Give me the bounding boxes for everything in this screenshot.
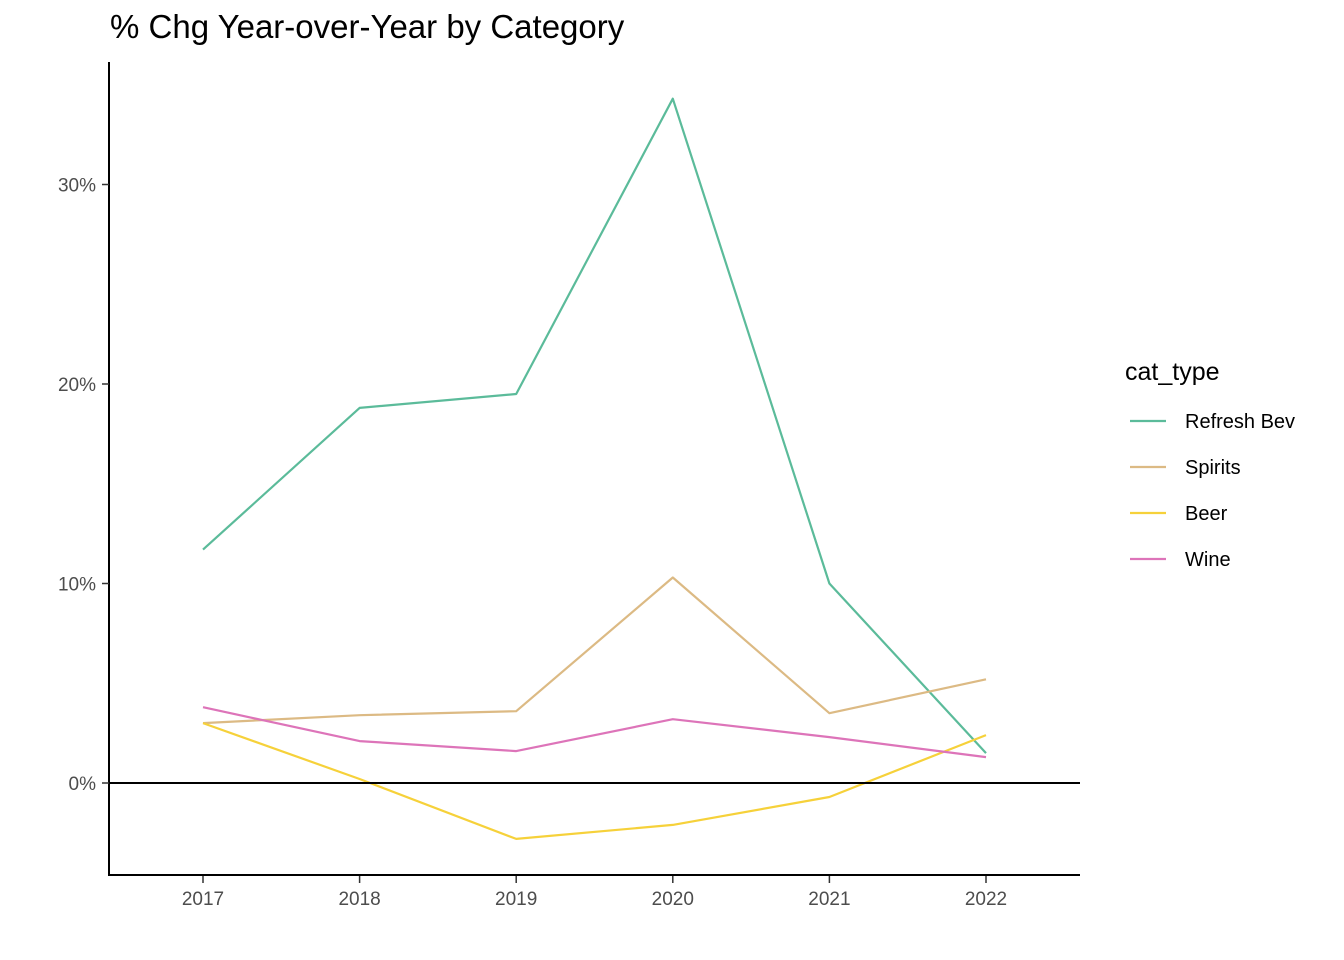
series-line-wine xyxy=(202,706,987,759)
x-axis-ticks: 2017 2018 2019 2020 2021 2022 xyxy=(182,876,1007,910)
y-tick-label: 30% xyxy=(58,176,96,197)
x-tick-label: 2017 xyxy=(182,889,224,910)
x-tick-label: 2020 xyxy=(652,889,694,910)
series-line-spirits xyxy=(202,576,987,725)
legend-label: Beer xyxy=(1185,503,1228,525)
legend-items: Refresh Bev Spirits Beer Wine xyxy=(1130,411,1295,571)
series-layer xyxy=(202,97,987,841)
y-tick-label: 20% xyxy=(58,375,96,396)
legend-title: cat_type xyxy=(1125,358,1220,386)
chart-title: % Chg Year-over-Year by Category xyxy=(110,8,625,45)
legend-label: Spirits xyxy=(1185,457,1241,479)
x-tick-label: 2021 xyxy=(808,889,850,910)
x-tick-label: 2022 xyxy=(965,889,1007,910)
x-tick-label: 2018 xyxy=(338,889,380,910)
series-line-beer xyxy=(202,722,987,841)
series-line-refresh-bev xyxy=(202,97,987,754)
legend: cat_type Refresh Bev Spirits Beer Wine xyxy=(1125,358,1295,571)
y-axis-ticks: 0% 10% 20% 30% xyxy=(58,176,109,795)
legend-label: Wine xyxy=(1185,549,1231,571)
x-tick-label: 2019 xyxy=(495,889,537,910)
y-tick-label: 10% xyxy=(58,575,96,596)
legend-label: Refresh Bev xyxy=(1185,411,1295,433)
y-tick-label: 0% xyxy=(69,774,97,795)
